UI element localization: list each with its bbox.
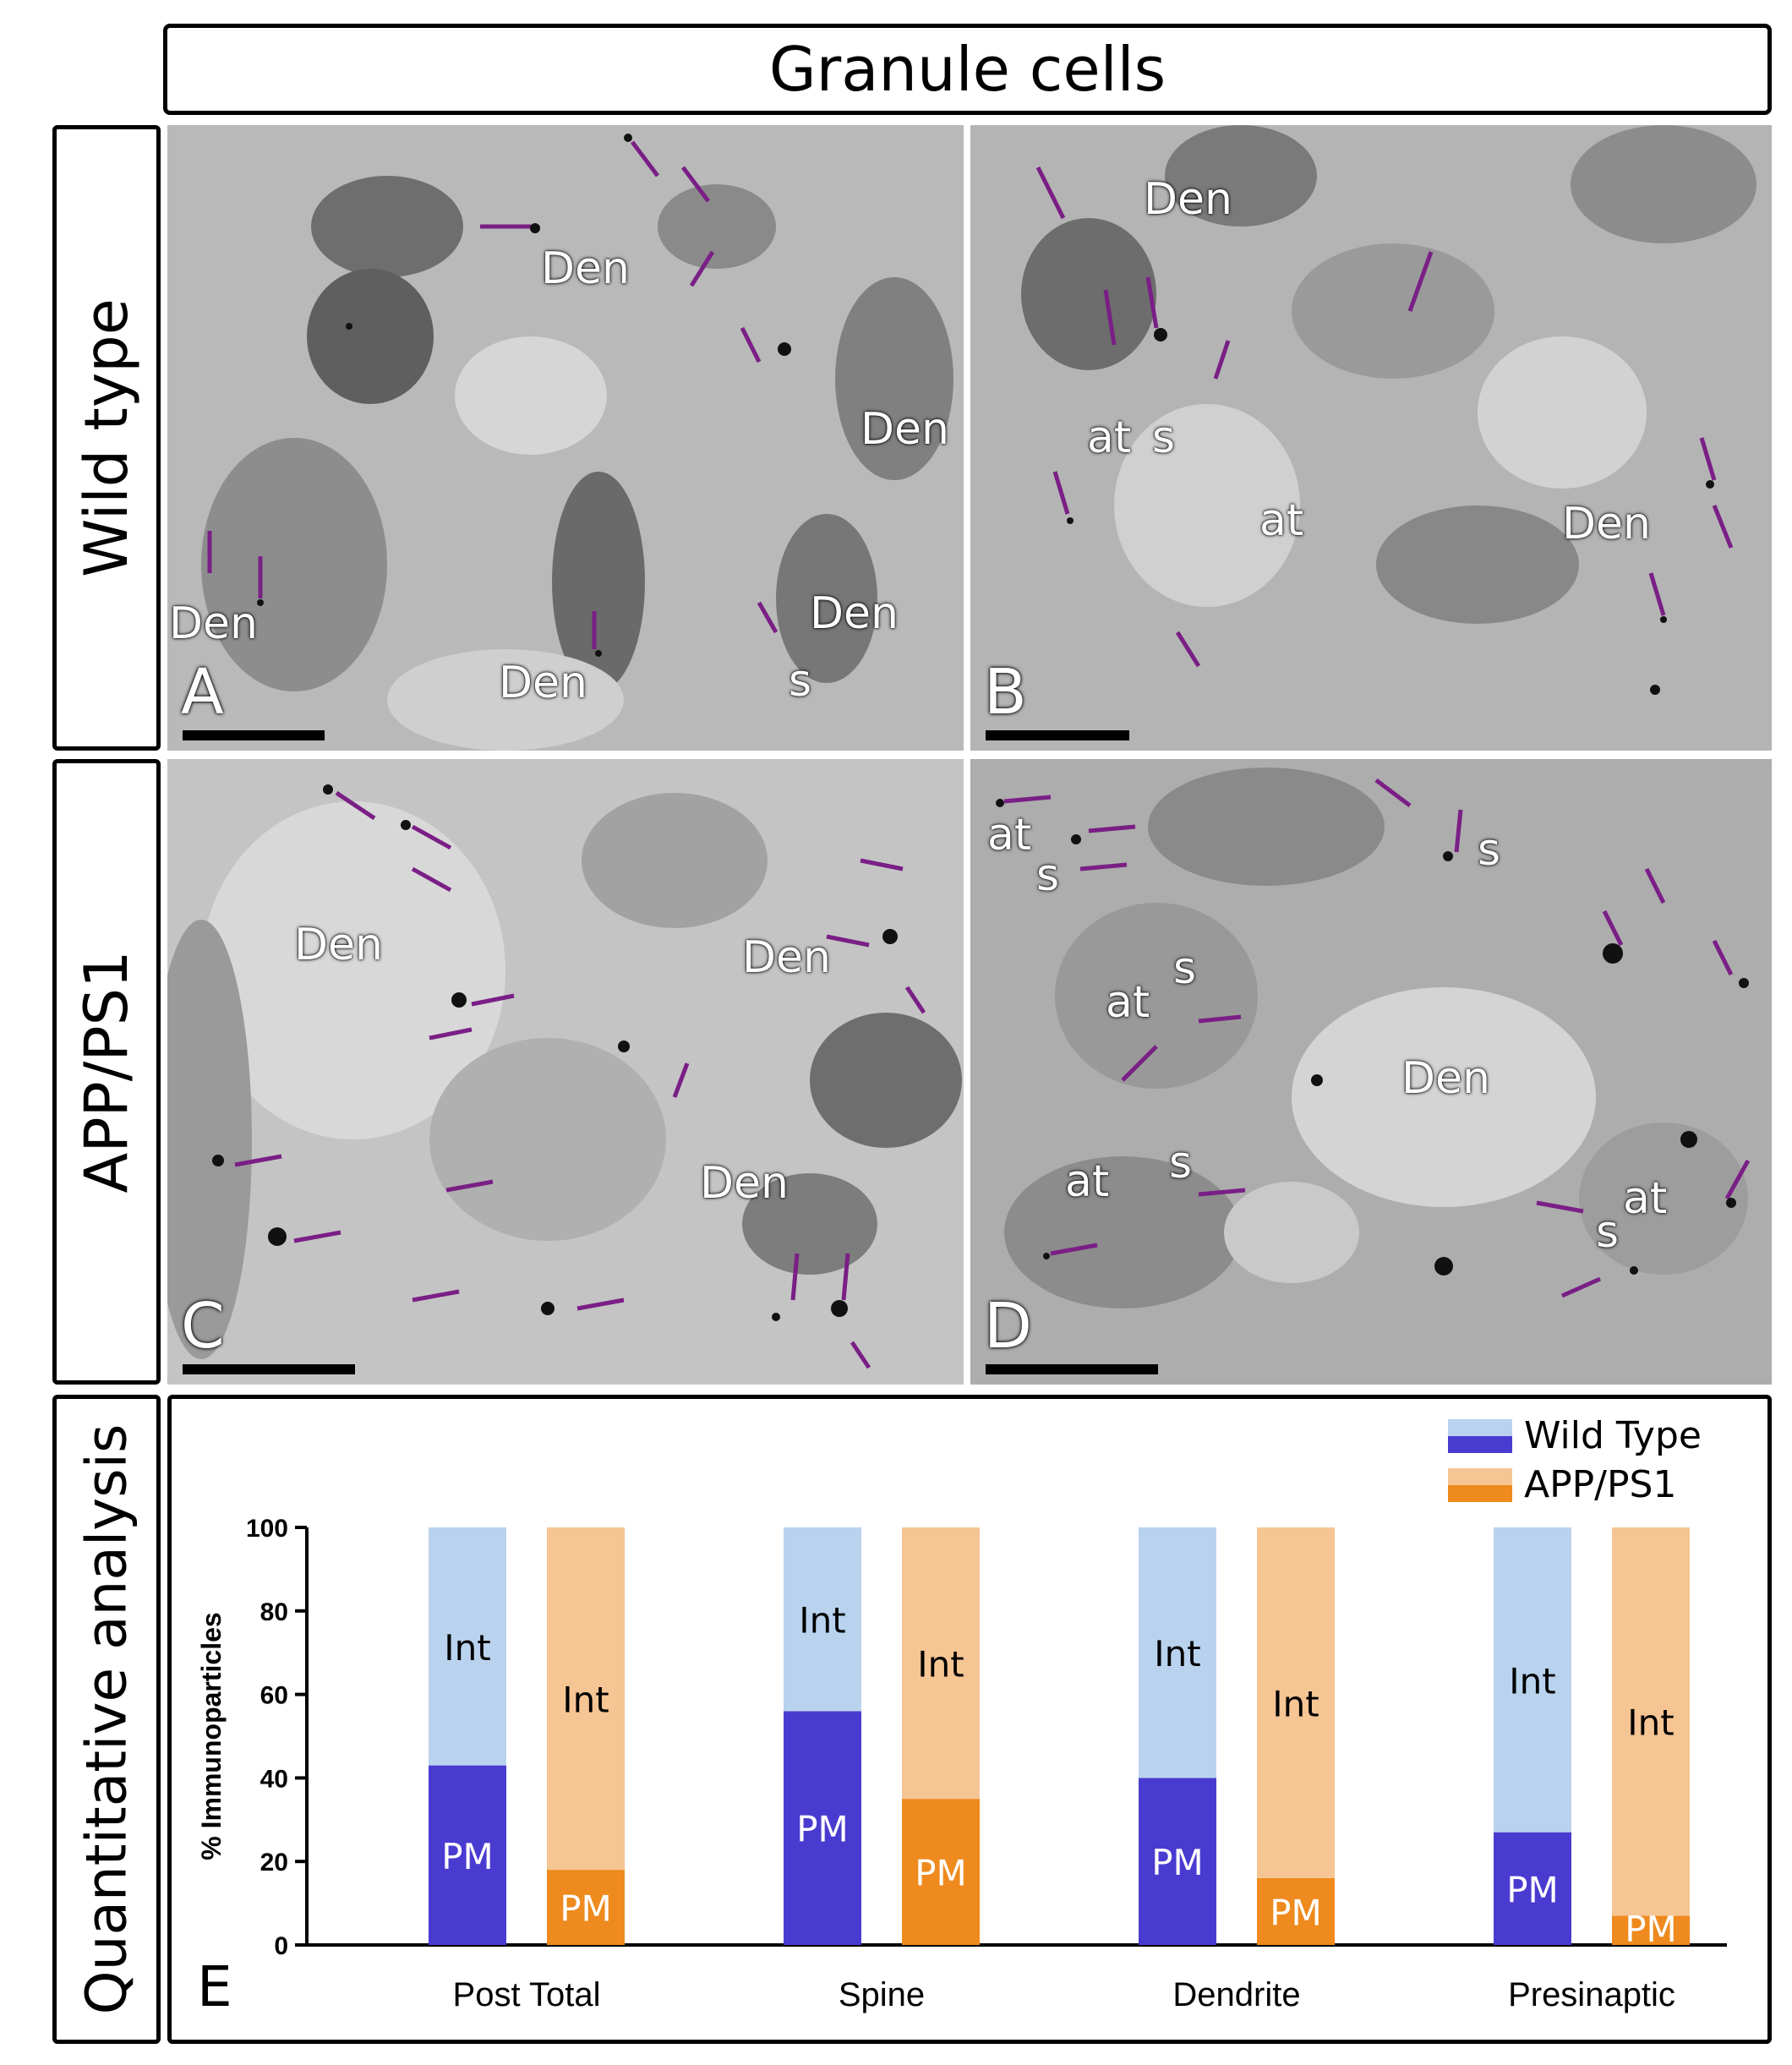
row-label-wild-type: Wild type — [52, 125, 161, 751]
segment-label-int: Int — [444, 1627, 490, 1669]
x-tick-label: Dendrite — [1172, 1976, 1300, 2013]
bar-int-app-ps1 — [1257, 1527, 1335, 1878]
segment-label-int: Int — [1154, 1633, 1200, 1674]
label-s: s — [1036, 850, 1060, 901]
label-den: Den — [1562, 499, 1651, 549]
segment-label-int: Int — [917, 1644, 964, 1685]
bar-int-wild-type — [429, 1527, 506, 1766]
label-den: Den — [742, 932, 831, 983]
segment-label-pm: PM — [1270, 1892, 1322, 1933]
x-tick-label: Spine — [839, 1976, 925, 2013]
micrograph-panel-c: Den Den Den C — [167, 759, 964, 1385]
scale-bar — [183, 1364, 355, 1374]
label-s: s — [1478, 825, 1501, 876]
y-tick-label: 40 — [260, 1765, 288, 1793]
segment-label-pm: PM — [1625, 1909, 1677, 1950]
label-at: at — [1065, 1156, 1110, 1207]
panel-letter-b: B — [984, 656, 1027, 729]
x-tick-label: Presinaptic — [1508, 1976, 1675, 2013]
panel-letter-d: D — [984, 1290, 1032, 1363]
label-at: at — [1106, 977, 1150, 1028]
segment-label-int: Int — [1509, 1660, 1555, 1702]
bar-pm-wild-type — [429, 1765, 506, 1945]
label-at: at — [1259, 495, 1304, 546]
label-at: at — [1087, 412, 1132, 463]
y-tick-label: 80 — [260, 1598, 288, 1626]
legend-swatch-app-ps1 — [1448, 1467, 1512, 1502]
y-tick-label: 0 — [274, 1932, 288, 1960]
bar-pm-wild-type — [1139, 1778, 1216, 1945]
label-den: Den — [1144, 174, 1232, 225]
row-label-app-ps1: APP/PS1 — [52, 759, 161, 1385]
bar-int-wild-type — [784, 1527, 861, 1712]
bar-pm-wild-type — [1494, 1832, 1571, 1945]
legend-swatch-wild-type — [1448, 1418, 1512, 1453]
micrograph-b-image — [970, 125, 1772, 751]
y-tick-label: 60 — [260, 1682, 288, 1710]
panel-letter-e: E — [197, 1954, 232, 2019]
row-label-quantitative: Quantitative analysis — [52, 1395, 161, 2044]
label-den: Den — [810, 588, 899, 639]
stacked-bar-chart: 0 20 40 60 80 100 % Immunoparticles PM Int PM Int P… — [196, 1515, 1727, 2013]
y-tick-label: 100 — [246, 1515, 288, 1543]
micrograph-panel-b: Den at s at Den B — [970, 125, 1772, 751]
bar-int-app-ps1 — [902, 1527, 980, 1800]
label-s: s — [789, 656, 812, 707]
legend-wild-type: Wild Type — [1448, 1414, 1702, 1457]
x-tick-label: Post Total — [453, 1976, 601, 2013]
micrograph-c-image — [167, 759, 964, 1385]
segment-label-pm: PM — [915, 1853, 967, 1894]
bar-pm-wild-type — [784, 1711, 861, 1945]
segment-label-pm: PM — [560, 1888, 612, 1930]
micrograph-panel-a: Den Den Den Den Den at s A — [167, 125, 964, 751]
segment-label-pm: PM — [1151, 1842, 1204, 1883]
legend-app-ps1: APP/PS1 — [1448, 1463, 1676, 1506]
bar-pm-app-ps1 — [547, 1870, 625, 1945]
micrograph-d-image — [970, 759, 1772, 1385]
label-s: s — [1152, 412, 1176, 463]
label-den: Den — [169, 598, 258, 649]
label-den: Den — [541, 243, 630, 294]
row-label-quantitative-text: Quantitative analysis — [74, 1423, 139, 2015]
bar-int-app-ps1 — [1612, 1527, 1690, 1916]
figure-title: Granule cells — [163, 24, 1772, 115]
segment-label-int: Int — [799, 1600, 845, 1642]
micrograph-a-image — [167, 125, 964, 751]
micrograph-panel-d: at s s at s Den at s at s D — [970, 759, 1772, 1385]
segment-label-pm: PM — [796, 1809, 849, 1850]
label-den: Den — [1401, 1053, 1490, 1104]
segment-label-pm: PM — [1506, 1869, 1559, 1910]
label-den: Den — [700, 1158, 789, 1209]
panel-letter-a: A — [181, 656, 224, 729]
label-den: Den — [860, 404, 949, 455]
segment-label-pm: PM — [441, 1836, 494, 1877]
bar-pm-app-ps1 — [1257, 1877, 1335, 1945]
y-axis-title: % Immunoparticles — [196, 1612, 227, 1860]
bar-pm-app-ps1 — [902, 1799, 980, 1945]
segment-label-int: Int — [562, 1680, 609, 1721]
bar-int-wild-type — [1494, 1527, 1571, 1833]
label-at: at — [1623, 1173, 1668, 1224]
label-s: s — [1173, 943, 1197, 994]
bar-int-app-ps1 — [547, 1527, 625, 1871]
label-s: s — [1596, 1207, 1620, 1258]
label-s: s — [1169, 1138, 1193, 1188]
legend-label-wild-type: Wild Type — [1524, 1414, 1702, 1457]
panel-letter-c: C — [181, 1290, 225, 1363]
row-label-wild-type-text: Wild type — [72, 298, 141, 577]
label-den: Den — [294, 920, 383, 970]
segment-label-int: Int — [1627, 1702, 1674, 1744]
chart-panel-e: 0 20 40 60 80 100 % Immunoparticles PM Int PM Int P… — [167, 1395, 1772, 2044]
label-den: Den — [499, 658, 587, 708]
legend-label-app-ps1: APP/PS1 — [1524, 1463, 1677, 1506]
scale-bar — [183, 730, 325, 740]
scale-bar — [986, 730, 1129, 740]
segment-label-int: Int — [1272, 1683, 1319, 1724]
y-tick-label: 20 — [260, 1849, 288, 1877]
row-label-app-ps1-text: APP/PS1 — [72, 950, 141, 1194]
label-at: at — [987, 810, 1032, 860]
scale-bar — [986, 1364, 1158, 1374]
bar-pm-app-ps1 — [1612, 1915, 1690, 1945]
bar-int-wild-type — [1139, 1527, 1216, 1778]
